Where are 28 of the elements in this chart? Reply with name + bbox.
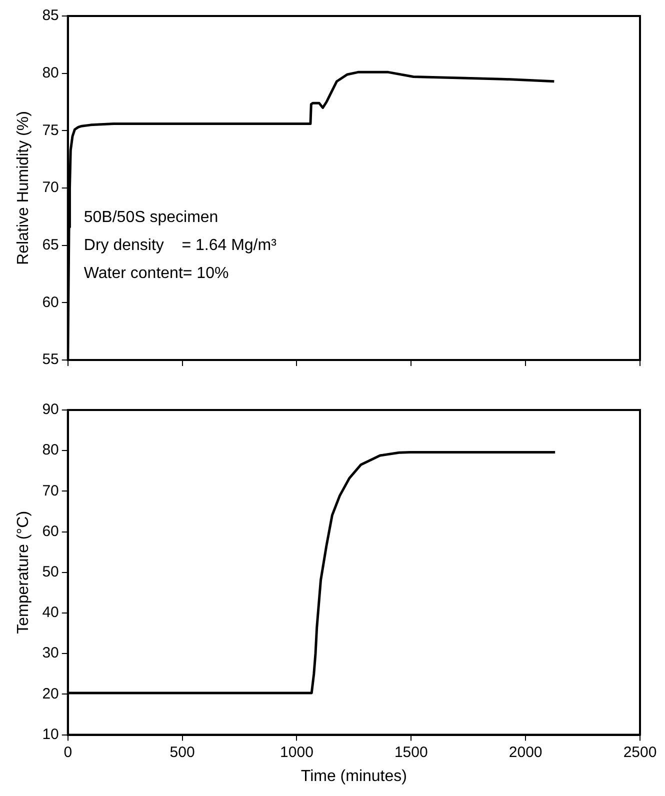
y-tick-label: 70	[42, 482, 59, 500]
y-tick-label: 30	[42, 644, 59, 662]
x-tick-label: 500	[170, 744, 195, 761]
annotation: Dry density = 1.64 Mg/m³	[84, 237, 278, 254]
x-tick-label: 2500	[623, 744, 657, 761]
y-tick-label: 50	[42, 564, 59, 581]
x-axis-title: Time (minutes)	[300, 768, 407, 785]
y-tick-label: 75	[42, 122, 59, 139]
annotation: Water content= 10%	[84, 265, 229, 282]
y-tick-label: 80	[42, 442, 59, 459]
x-tick-label: 2000	[508, 744, 542, 761]
y-tick-label: 40	[42, 604, 59, 622]
y-tick-label: 70	[42, 179, 59, 196]
y-tick-label: 20	[42, 685, 59, 702]
y-axis-title: Temperature (°C)	[15, 510, 32, 634]
y-axis-title: Relative Humidity (%)	[15, 111, 32, 265]
y-tick-label: 90	[42, 401, 59, 418]
y-tick-label: 10	[42, 726, 59, 743]
x-tick-label: 0	[64, 744, 72, 761]
y-tick-label: 60	[42, 294, 59, 311]
y-tick-label: 60	[42, 522, 59, 540]
y-tick-label: 80	[42, 64, 59, 82]
y-tick-label: 85	[42, 7, 59, 24]
annotation: 50B/50S specimen	[84, 209, 218, 226]
x-tick-label: 1000	[280, 744, 314, 761]
y-tick-label: 55	[42, 351, 59, 368]
y-tick-label: 65	[42, 236, 59, 254]
x-tick-label: 1500	[394, 744, 428, 761]
